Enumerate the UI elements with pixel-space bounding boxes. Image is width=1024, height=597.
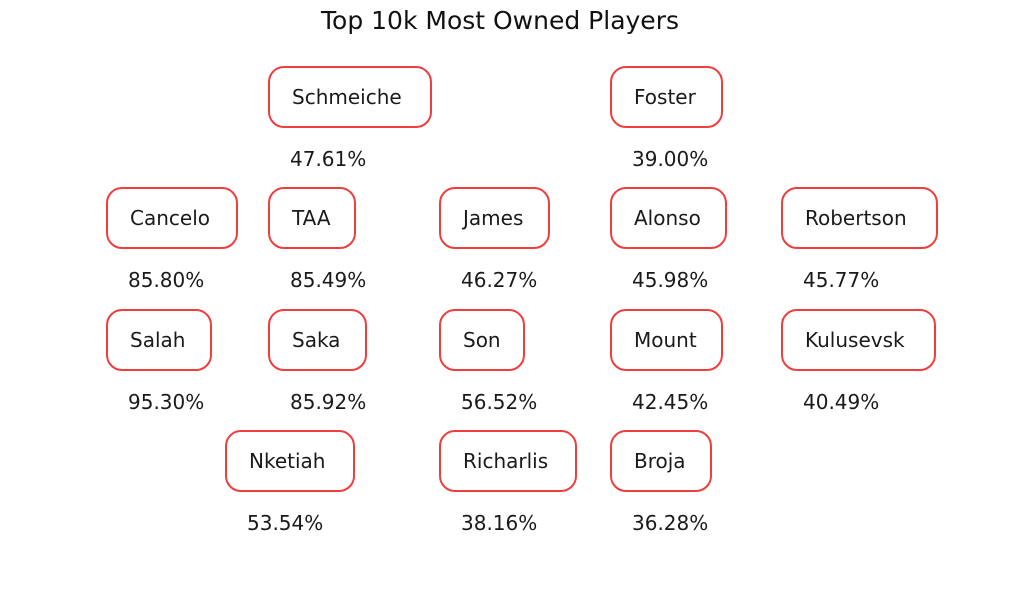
player-name: Salah: [130, 328, 186, 352]
player-ownership: 95.30%: [128, 390, 205, 414]
player-name: TAA: [292, 206, 331, 230]
player-box: [106, 309, 212, 371]
player-ownership: 46.27%: [461, 268, 538, 292]
player-name: Schmeiche: [292, 85, 402, 109]
player-name: James: [463, 206, 524, 230]
player-name: Broja: [634, 449, 686, 473]
player-ownership: 42.45%: [632, 390, 709, 414]
player-name: Mount: [634, 328, 697, 352]
player-box: [610, 66, 723, 128]
player-ownership: 47.61%: [290, 147, 367, 171]
player-box: [225, 430, 355, 492]
player-box: [439, 309, 525, 371]
player-ownership: 45.98%: [632, 268, 709, 292]
player-name: Alonso: [634, 206, 701, 230]
player-box: [439, 430, 577, 492]
player-name: Foster: [634, 85, 696, 109]
player-ownership: 39.00%: [632, 147, 709, 171]
player-box: [610, 309, 723, 371]
player-ownership: 56.52%: [461, 390, 538, 414]
chart-title: Top 10k Most Owned Players: [321, 6, 679, 35]
player-ownership: 45.77%: [803, 268, 880, 292]
player-ownership: 53.54%: [247, 511, 324, 535]
player-name: Richarlis: [463, 449, 549, 473]
player-box: [781, 309, 936, 371]
player-name: Nketiah: [249, 449, 326, 473]
player-box: [439, 187, 550, 249]
player-ownership: 85.49%: [290, 268, 367, 292]
player-box: [610, 430, 712, 492]
player-box: [268, 187, 356, 249]
player-ownership: 85.80%: [128, 268, 205, 292]
player-ownership: 36.28%: [632, 511, 709, 535]
player-box: [610, 187, 727, 249]
player-name: Son: [463, 328, 501, 352]
player-box: [781, 187, 938, 249]
player-name: Kulusevsk: [805, 328, 905, 352]
player-name: Saka: [292, 328, 341, 352]
player-ownership: 85.92%: [290, 390, 367, 414]
player-box: [268, 66, 432, 128]
player-name: Cancelo: [130, 206, 210, 230]
player-ownership: 40.49%: [803, 390, 880, 414]
player-ownership: 38.16%: [461, 511, 538, 535]
player-box: [268, 309, 367, 371]
player-box: [106, 187, 238, 249]
player-name: Robertson: [805, 206, 907, 230]
